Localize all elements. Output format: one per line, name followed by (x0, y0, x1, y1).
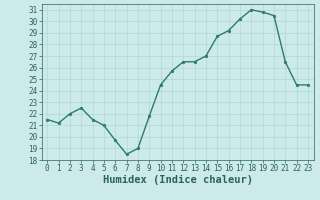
X-axis label: Humidex (Indice chaleur): Humidex (Indice chaleur) (103, 175, 252, 185)
